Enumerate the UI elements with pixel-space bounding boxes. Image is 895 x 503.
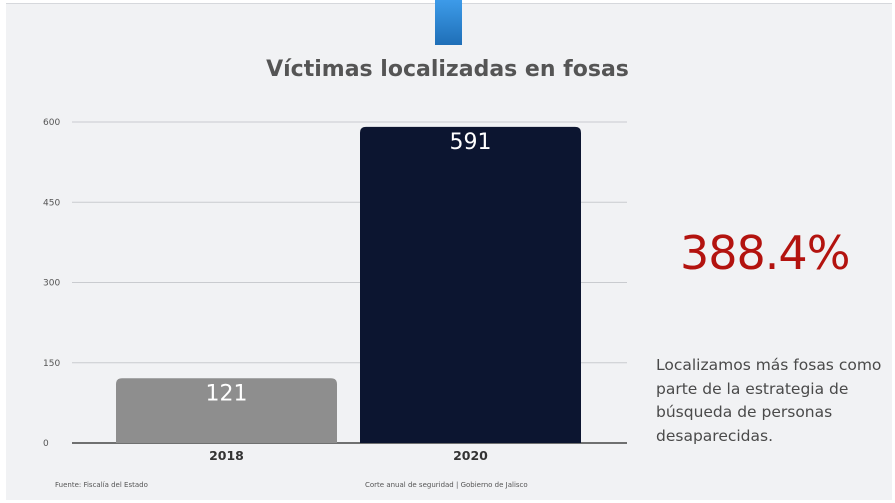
y-tick-label: 450 (43, 198, 60, 208)
top-accent-bar (435, 0, 462, 45)
y-tick-label: 0 (43, 439, 49, 449)
description-text: Localizamos más fosas como parte de la e… (656, 356, 882, 445)
footer-center: Corte anual de seguridad | Gobierno de J… (365, 481, 528, 489)
y-tick-label: 300 (43, 279, 60, 289)
bar-value-label: 121 (206, 381, 248, 406)
x-tick-label: 2018 (209, 448, 244, 463)
chart-title: Víctimas localizadas en fosas (266, 57, 629, 82)
highlight-percentage: 388.4% (680, 226, 850, 280)
y-tick-label: 600 (43, 118, 60, 128)
x-tick-label: 2020 (453, 448, 488, 463)
y-tick-label: 150 (43, 359, 60, 369)
bar (116, 378, 337, 443)
footer-source: Fuente: Fiscalía del Estado (55, 481, 148, 489)
bar (360, 126, 581, 443)
bar-value-label: 591 (450, 130, 492, 155)
